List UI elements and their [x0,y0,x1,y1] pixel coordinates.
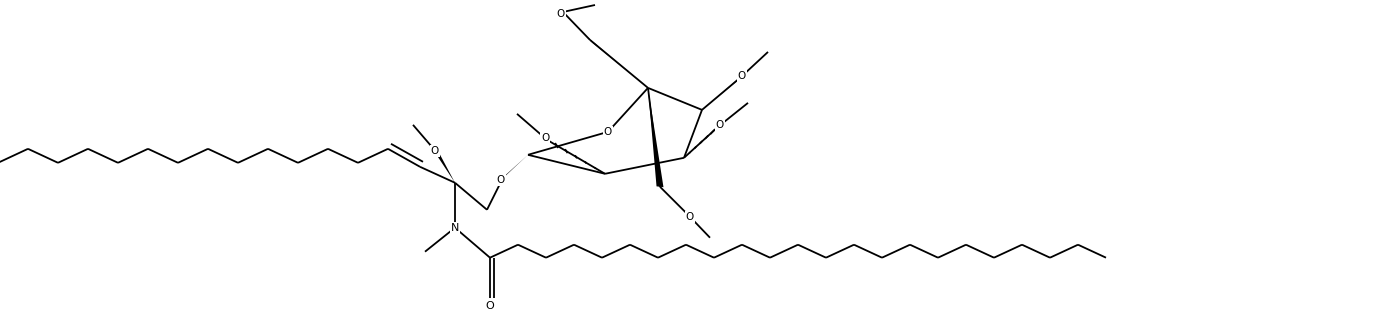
Text: N: N [451,223,459,233]
Text: O: O [604,127,612,137]
Text: O: O [485,301,494,311]
Text: O: O [431,146,440,156]
Text: O: O [716,120,725,130]
Text: O: O [686,212,694,222]
Text: O: O [541,133,549,143]
Polygon shape [702,75,743,110]
Polygon shape [501,155,529,180]
Polygon shape [588,37,648,88]
Polygon shape [434,151,455,183]
Text: O: O [737,71,746,81]
Polygon shape [648,88,664,187]
Text: O: O [497,175,505,185]
Text: O: O [556,9,565,19]
